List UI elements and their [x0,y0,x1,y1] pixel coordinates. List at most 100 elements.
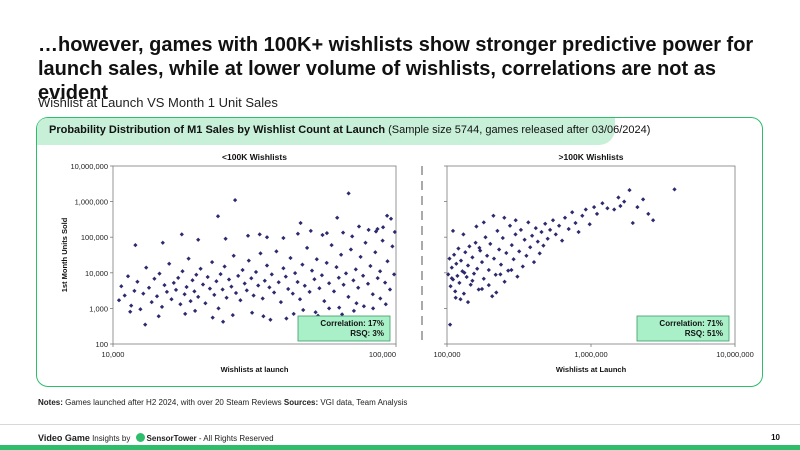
scatter-point [484,253,490,258]
scatter-point [249,310,255,315]
scatter-point [271,290,277,295]
scatter-point [209,259,215,265]
scatter-point [295,231,301,236]
scatter-point [291,311,296,317]
scatter-point [340,230,346,235]
scatter-point [309,268,315,273]
scatter-point [594,211,600,217]
scatter-point [188,298,193,304]
notes-label: Notes: [38,398,63,407]
scatter-point [533,225,538,231]
scatter-point [268,317,273,322]
scatter-point [229,284,234,289]
scatter-point [465,299,471,305]
scatter-point [162,282,167,288]
scatter-point [269,272,274,277]
scatter-point [218,271,223,277]
scatter-point [486,282,491,288]
scatter-point [258,251,263,256]
scatter-point [281,266,286,271]
scatter-point [253,269,259,275]
scatter-point [456,246,461,251]
x-axis-label: Wishlists at Launch [556,365,627,374]
scatter-point [476,287,481,292]
scatter-point [159,304,165,310]
scatter-point [322,298,327,304]
scatter-point [495,228,500,234]
scatter-point [517,249,522,254]
scatter-point [479,286,485,292]
scatter-point [363,240,368,245]
scatter-point [488,241,493,247]
scatter-point [231,253,236,258]
scatter-point [553,232,558,237]
scatter-point [320,232,325,238]
scatter-point [368,263,373,269]
scatter-point [356,224,362,229]
scatter-point [446,272,451,277]
scatter-point [301,307,306,313]
scatter-point [343,271,349,276]
scatter-point [224,295,229,300]
scatter-point [360,273,366,278]
insights-by: Insights by [89,434,133,443]
scatter-point [290,291,295,296]
scatter-point [473,240,478,245]
scatter-point [502,215,507,220]
scatter-point [207,286,213,291]
scatter-point [475,266,480,271]
scatter-point [222,264,227,269]
scatter-point [458,297,463,302]
scatter-point [627,187,632,193]
scatter-point [232,197,238,203]
scatter-point [463,250,468,255]
scatter-point [502,279,507,284]
scatter-point [238,298,243,303]
x-axis-label: Wishlists at launch [221,365,289,374]
scatter-point [186,256,191,261]
scatter-point [183,311,188,317]
scatter-point [513,218,518,223]
scatter-point [471,271,477,276]
scatter-point [358,254,363,260]
scatter-point [522,237,527,242]
scatter-point [490,294,495,299]
scatter-point [281,235,286,241]
scatter-point [336,275,341,280]
scatter-point [244,288,249,293]
scatter-point [149,299,154,305]
scatter-point [132,288,137,294]
scatter-point [214,279,219,284]
scatter-point [373,250,378,255]
scatter-point [245,233,251,238]
scatter-point [346,191,351,196]
scatter-point [116,298,122,303]
scatter-point [119,284,124,289]
scatter-point [341,282,346,287]
scatter-point [276,280,281,285]
scatter-point [618,203,623,209]
scatter-point [616,195,621,200]
scatter-point [451,252,457,257]
scatter-point [297,297,303,302]
scatter-point [173,287,179,293]
scatter-point [141,291,146,296]
scatter-point [351,278,356,283]
scatter-point [672,187,677,192]
scatter-point [242,281,247,286]
scatter-point [308,228,313,234]
scatter-point [496,247,502,252]
scatter-point [494,290,499,295]
scatter-point [240,267,245,273]
scatter-point [329,242,334,248]
scatter-point [447,256,452,261]
page-subtitle: Wishlist at Launch VS Month 1 Unit Sales [38,95,278,110]
y-tick-label: 10,000,000 [70,162,108,171]
scatter-point [223,236,228,241]
scatter-point [622,199,627,204]
scatter-point [483,235,488,240]
scatter-point [640,197,646,202]
scatter-point [464,274,469,280]
scatter-point [470,278,475,283]
scatter-point [313,310,318,315]
